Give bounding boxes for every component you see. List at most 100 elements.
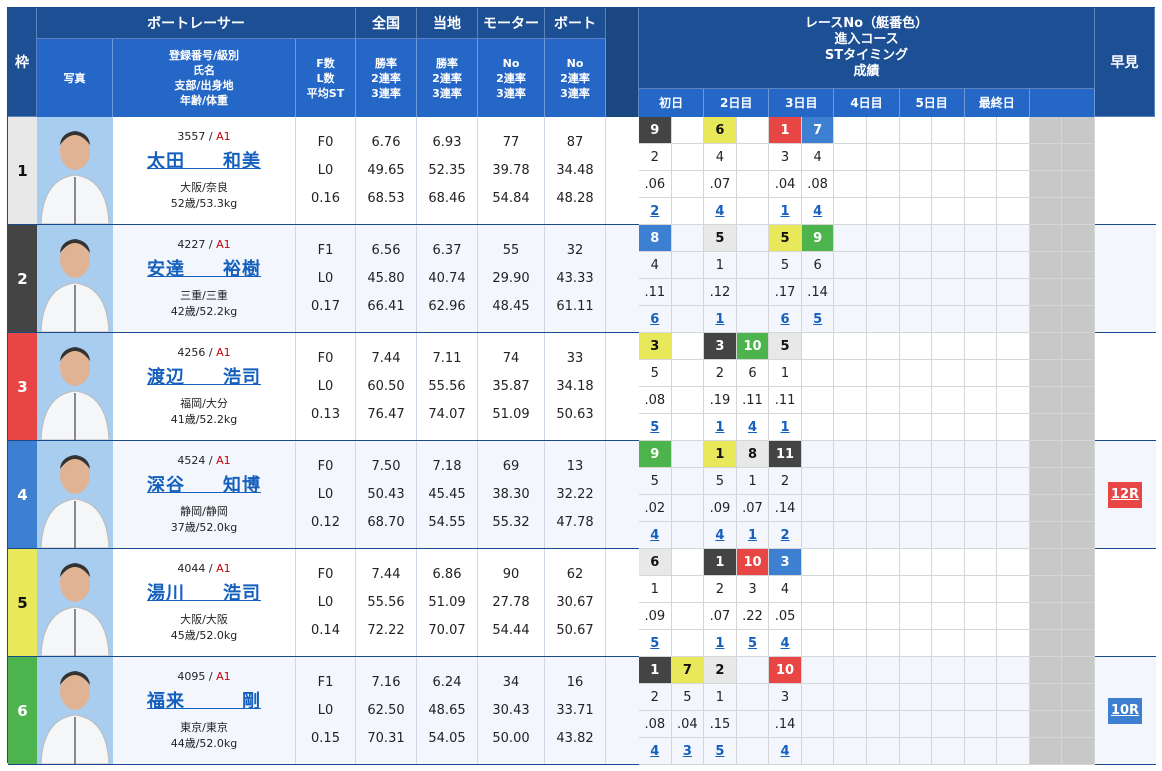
race-grid-cell [1029, 117, 1063, 144]
race-result-link[interactable]: 1 [715, 419, 725, 435]
race-result-link[interactable]: 5 [650, 419, 660, 435]
national-stats-value: 7.44 [371, 351, 401, 367]
race-result-link[interactable]: 5 [715, 743, 725, 759]
race-grid-cell: 3 [671, 738, 705, 765]
race-grid-cell [671, 468, 705, 495]
race-grid-cell [964, 549, 998, 576]
race-grid-cell [671, 630, 705, 657]
racer-photo-image [40, 455, 110, 548]
race-grid-cell: 1 [704, 414, 737, 441]
race-grid-cell [834, 198, 867, 225]
race-grid-cell [1029, 549, 1063, 576]
race-result-link[interactable]: 5 [650, 635, 660, 651]
st-timing: .07 [704, 603, 737, 630]
motor-stats: 34 30.43 50.00 [478, 657, 545, 764]
boat-stats: 13 32.22 47.78 [545, 441, 606, 548]
race-grid-cell [867, 576, 900, 603]
race-result-link[interactable]: 1 [747, 527, 757, 543]
entry-course: 2 [639, 144, 672, 171]
race-number: 7 [801, 117, 835, 144]
race-result-link[interactable]: 1 [715, 311, 725, 327]
race-grid-cell [997, 603, 1030, 630]
race-grid-cell [671, 333, 705, 360]
local-stats: 6.86 51.09 70.07 [417, 549, 478, 656]
race-grid-cell [1029, 711, 1063, 738]
race-result-link[interactable]: 6 [650, 311, 660, 327]
race-result-link[interactable]: 1 [715, 635, 725, 651]
race-grid-cell: 5 [639, 630, 672, 657]
race-number: 9 [639, 117, 672, 144]
racer-row: 5 4044 / A1 湯川 浩司 大阪/大阪 45歳/52.0kg F0 L0 0.14 7.… [8, 549, 1156, 657]
boat-stats: 62 30.67 50.67 [545, 549, 606, 656]
race-result-link[interactable]: 3 [682, 743, 692, 759]
race-grid-cell [997, 549, 1030, 576]
fl-stats: F1 L0 0.15 [296, 657, 356, 764]
race-result-link[interactable]: 4 [780, 743, 790, 759]
race-result-link[interactable]: 5 [813, 311, 823, 327]
race-grid-cell [867, 252, 900, 279]
local-stats-value: 40.74 [428, 270, 466, 286]
hayami-cell [1095, 225, 1155, 332]
race-grid-cell [1062, 657, 1095, 684]
race-result-link[interactable]: 1 [780, 203, 790, 219]
race-grid-cell [671, 414, 705, 441]
header-day: 3日目 [769, 89, 835, 117]
race-result-link[interactable]: 4 [715, 527, 725, 543]
race-grid-cell [736, 306, 770, 333]
entry-course: 1 [736, 468, 770, 495]
race-grid-cell [1062, 684, 1095, 711]
entry-course: 4 [639, 252, 672, 279]
race-grid-cell [899, 198, 933, 225]
racer-name-link[interactable]: 太田 和美 [147, 151, 261, 172]
race-result-link[interactable]: 2 [780, 527, 790, 543]
race-grid-cell [867, 549, 900, 576]
st-timing: .04 [671, 711, 705, 738]
racer-name-link[interactable]: 安達 裕樹 [147, 259, 261, 280]
race-grid-cell [899, 117, 933, 144]
fl-stats-value: L0 [317, 378, 334, 394]
racer-name-link[interactable]: 湯川 浩司 [147, 583, 261, 604]
hayami-race-link[interactable]: 12R [1108, 481, 1142, 508]
header-lane: 枠 [8, 8, 37, 117]
race-grid-cell: 4 [704, 522, 737, 549]
race-result-link[interactable]: 4 [715, 203, 725, 219]
entry-course: 3 [769, 684, 802, 711]
race-result-link[interactable]: 5 [747, 635, 757, 651]
racer-name-link[interactable]: 渡辺 浩司 [147, 367, 261, 388]
race-grid-cell [997, 360, 1030, 387]
race-result-link[interactable]: 4 [813, 203, 823, 219]
fl-stats: F1 L0 0.17 [296, 225, 356, 332]
racer-name-link[interactable]: 福来 剛 [147, 691, 261, 712]
st-timing: .14 [769, 495, 802, 522]
race-result-link[interactable]: 4 [650, 527, 660, 543]
race-result-link[interactable]: 6 [780, 311, 790, 327]
race-grid-cell [1062, 576, 1095, 603]
race-grid-cell [671, 198, 705, 225]
age-weight: 41歳/52.2kg [170, 413, 238, 426]
motor-stats-value: 34 [502, 675, 520, 691]
race-grid-cell [899, 468, 933, 495]
race-result-link[interactable]: 4 [650, 743, 660, 759]
race-grid-cell [801, 414, 835, 441]
boat-stats-value: 32 [566, 243, 584, 259]
race-grid-cell [899, 225, 933, 252]
race-grid-cell [964, 279, 998, 306]
local-stats: 6.93 52.35 68.46 [417, 117, 478, 224]
entry-course: 4 [801, 144, 835, 171]
st-timing: .04 [769, 171, 802, 198]
race-grid-cell [1062, 414, 1095, 441]
fl-stats-value: F0 [317, 135, 334, 151]
race-grid-cell [997, 414, 1030, 441]
race-grid-cell [801, 333, 835, 360]
lane-number: 3 [8, 333, 37, 440]
hayami-race-link[interactable]: 10R [1108, 697, 1142, 724]
race-result-link[interactable]: 4 [747, 419, 757, 435]
racer-class: A1 [216, 454, 231, 467]
fl-stats-value: L0 [317, 702, 334, 718]
race-grid-cell [867, 684, 900, 711]
lane-number: 2 [8, 225, 37, 332]
race-result-link[interactable]: 1 [780, 419, 790, 435]
racer-name-link[interactable]: 深谷 知博 [147, 475, 261, 496]
race-result-link[interactable]: 2 [650, 203, 660, 219]
race-result-link[interactable]: 4 [780, 635, 790, 651]
